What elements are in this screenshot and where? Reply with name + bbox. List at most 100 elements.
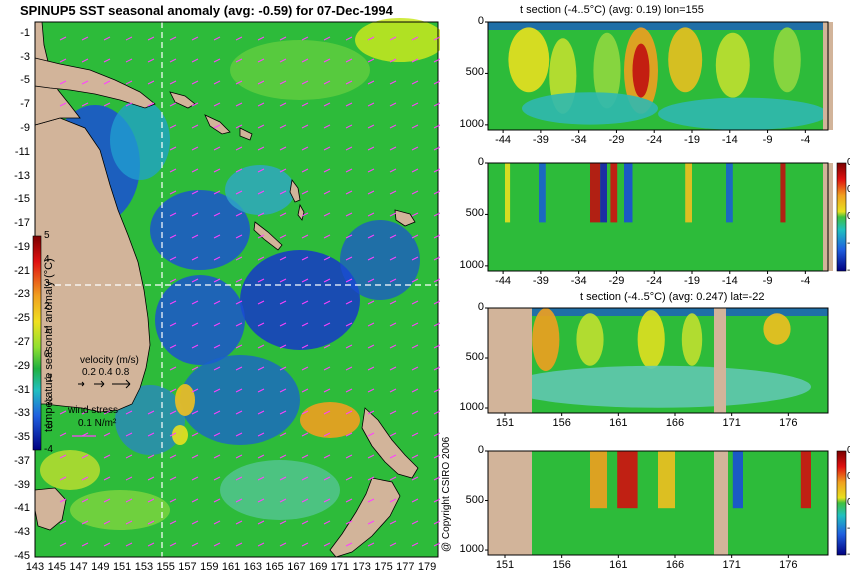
section-x-tick-label: 166 [665,559,685,571]
wind-vector [389,388,397,393]
wind-vector [367,80,375,85]
wind-vector [103,476,111,481]
wind-vector [367,58,375,63]
wind-vector [345,322,353,327]
wind-vector [235,256,243,261]
map-y-tick-label: -11 [14,145,30,158]
section-colorbar-tick-label: 0.2 [847,471,850,482]
map-y-tick-label: -39 [14,478,30,491]
map-x-tick-label: 145 [47,561,66,573]
wind-vector [367,102,375,107]
section-y-tick-label: 500 [465,493,484,506]
wind-vector [103,432,111,437]
wind-vector [235,344,243,349]
wind-vector [213,146,221,151]
wind-vector [235,36,243,41]
wind-vector [191,454,199,459]
section-colorbar-tick-label: 0 [847,211,850,222]
wind-vector [389,256,397,261]
section-title: t section (-4..5°C) (avg: 0.19) lon=155 [520,4,704,16]
wind-vector [345,344,353,349]
wind-vector [389,124,397,129]
wind-vector [389,146,397,151]
wind-vector [191,344,199,349]
wind-vector [345,256,353,261]
wind-vector [279,278,287,283]
wind-vector [345,278,353,283]
wind-vector [125,410,133,415]
wind-vector [147,432,155,437]
wind-vector [191,256,199,261]
wind-vector [169,80,177,85]
wind-vector [323,102,331,107]
wind-vector [213,388,221,393]
velocity-legend-arrows [78,379,131,389]
wind-vector [191,190,199,195]
map-colorbar-tick-label: 4 [44,253,50,265]
wind-vector [235,190,243,195]
wind-vector [345,102,353,107]
wind-vector [191,36,199,41]
wind-vector [169,190,177,195]
wind-vector [103,102,111,107]
wind-vector [169,146,177,151]
wind-vector [301,146,309,151]
wind-vector [411,542,419,547]
map-x-tick-label: 173 [352,561,371,573]
wind-vector [301,454,309,459]
wind-vector [103,520,111,525]
wind-vector [213,300,221,305]
wind-vector [279,102,287,107]
wind-vector [367,168,375,173]
map-colorbar-tick-label: -4 [44,444,53,455]
wind-vector [191,432,199,437]
wind-vector [433,278,440,283]
wind-vector [125,542,133,547]
wind-vector [125,432,133,437]
wind-vector [367,234,375,239]
section-y-tick-label: 0 [477,444,484,456]
wind-vector [279,432,287,437]
wind-vector [235,168,243,173]
wind-vector [345,366,353,371]
wind-vector [301,432,309,437]
map-colorbar-label: temperature seasonal anomaly (°C) [43,258,55,432]
wind-vector [301,124,309,129]
wind-vector [59,36,67,41]
wind-vector [191,234,199,239]
wind-vector [103,542,111,547]
section-x-tick-label: -44 [495,134,512,146]
wind-vector [433,300,440,305]
section-colorbar-tick-label: 0.2 [847,184,850,195]
wind-vector [301,278,309,283]
wind-vector [411,410,419,415]
wind-vector [345,168,353,173]
wind-vector [103,36,111,41]
wind-vector [389,80,397,85]
section-x-tick-label: -39 [532,134,549,146]
wind-vector [103,498,111,503]
wind-vector [235,212,243,217]
wind-vector [257,278,265,283]
wind-vector [169,168,177,173]
wind-vector [257,256,265,261]
wind-vector [279,190,287,195]
wind-vector [367,124,375,129]
wind-vector [257,366,265,371]
map-x-tick-label: 167 [287,561,306,573]
wind-vector [411,234,419,239]
section-x-tick-label: 166 [665,417,685,429]
wind-vector [191,542,199,547]
wind-vector [411,124,419,129]
wind-vector [213,366,221,371]
wind-vector [147,36,155,41]
map-y-tick-label: -45 [14,550,30,562]
map-y-tick-label: -31 [14,383,30,396]
wind-vector [191,388,199,393]
map-x-tick-label: 143 [25,561,45,573]
wind-vector [59,410,67,415]
section-x-tick-label: -44 [495,275,512,287]
wind-vector [147,476,155,481]
wind-vector [169,256,177,261]
wind-vector [367,454,375,459]
